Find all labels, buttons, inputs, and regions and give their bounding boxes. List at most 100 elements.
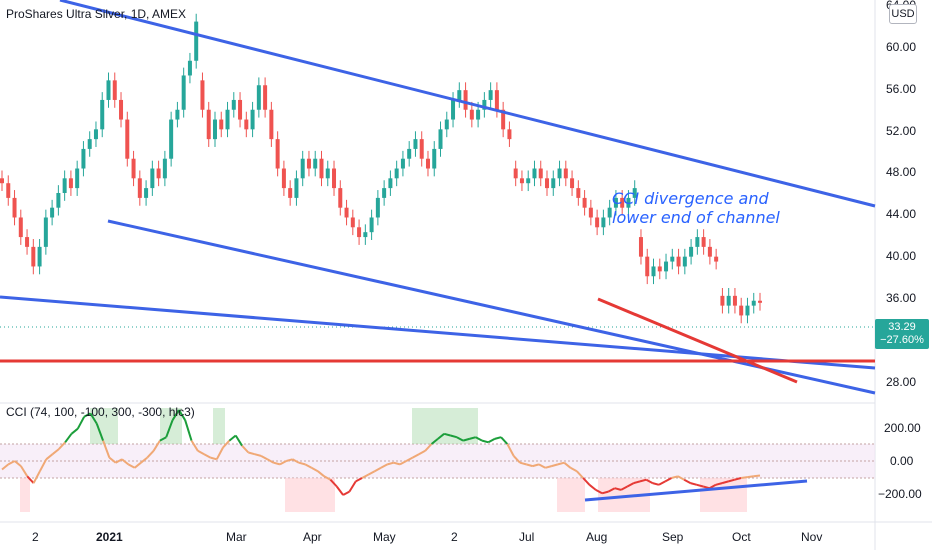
candle-body xyxy=(444,119,449,130)
candle-body xyxy=(206,109,211,140)
last-price-value: 33.29 xyxy=(888,321,916,333)
cci-segment xyxy=(696,483,704,488)
cci-overbought-zone xyxy=(213,408,225,444)
cci-axis: 200.00 0.00 −200.00 xyxy=(878,421,922,501)
candle-body xyxy=(156,168,161,179)
candle-body xyxy=(595,217,600,228)
cci-segment xyxy=(355,477,363,483)
cci-segment xyxy=(7,460,16,466)
candle-body xyxy=(175,109,180,120)
candle-body xyxy=(526,178,531,184)
candle-body xyxy=(689,246,694,257)
time-tick: Aug xyxy=(586,530,607,544)
time-tick: Mar xyxy=(226,530,247,544)
candle-body xyxy=(169,119,174,159)
cci-oversold-zone xyxy=(285,478,335,512)
cci-segment xyxy=(317,470,325,478)
cci-segment xyxy=(178,409,187,421)
lower-channel-line[interactable] xyxy=(107,219,876,395)
cci-segment xyxy=(45,453,54,461)
cci-segment xyxy=(159,436,167,442)
candle-body xyxy=(306,158,311,169)
cci-segment xyxy=(64,433,73,443)
candle-body xyxy=(162,158,167,179)
cci-segment xyxy=(387,461,394,466)
candle-body xyxy=(288,188,293,198)
candle-body xyxy=(557,168,562,179)
cci-segment xyxy=(266,458,275,464)
cci-segment xyxy=(405,456,414,462)
cci-segment xyxy=(102,440,111,458)
candle-body xyxy=(219,119,224,130)
candle-body xyxy=(707,246,712,257)
last-price-change: −27.60% xyxy=(880,334,924,346)
cci-segment xyxy=(254,453,262,457)
candle-body xyxy=(695,237,700,247)
candle-body xyxy=(720,295,725,306)
candle-body xyxy=(745,305,750,316)
cci-segment xyxy=(500,436,509,445)
time-tick: 2021 xyxy=(96,530,123,544)
cci-segment xyxy=(753,474,761,478)
cci-segment xyxy=(430,438,439,445)
cci-segment xyxy=(481,439,489,444)
cci-segment xyxy=(32,470,41,484)
cci-segment xyxy=(146,450,155,459)
cci-segment xyxy=(348,480,357,493)
cci-segment xyxy=(418,449,426,456)
cci-segment xyxy=(570,466,578,473)
candle-body xyxy=(150,168,155,189)
cci-segment xyxy=(89,412,98,425)
cci-segment xyxy=(14,460,22,467)
currency-button[interactable]: USD xyxy=(889,4,917,24)
candle-body xyxy=(482,99,487,110)
candle-body xyxy=(457,90,462,100)
time-tick: Nov xyxy=(801,530,822,544)
candle-body xyxy=(319,158,324,179)
cci-segment xyxy=(323,475,331,481)
candle-body xyxy=(488,90,493,100)
cci-segment xyxy=(374,466,382,473)
candle-body xyxy=(588,207,593,218)
cci-segment xyxy=(728,478,735,483)
cci-segment xyxy=(715,482,723,486)
candle-body xyxy=(137,178,142,198)
cci-segment xyxy=(342,490,350,496)
candle-body xyxy=(300,158,305,179)
trendlines xyxy=(0,0,876,502)
cci-higher-lows-line[interactable] xyxy=(584,479,808,502)
cci-segment xyxy=(456,436,464,442)
cci-segment xyxy=(39,458,48,472)
candle-body xyxy=(18,217,23,238)
cci-segment xyxy=(658,480,666,486)
price-lower-lows-line[interactable] xyxy=(597,297,798,384)
candle-body xyxy=(419,139,424,159)
cci-segment xyxy=(526,463,533,468)
candle-body xyxy=(545,178,550,189)
candle-body xyxy=(350,217,355,228)
candle-body xyxy=(187,60,192,76)
candle-body xyxy=(62,178,67,193)
candle-body xyxy=(664,261,669,272)
cci-segment xyxy=(614,487,622,491)
cci-segment xyxy=(469,436,477,440)
cci-segment xyxy=(652,482,660,486)
candle-body xyxy=(75,168,80,189)
long-support-line[interactable] xyxy=(0,295,876,370)
cci-segment xyxy=(83,412,91,418)
candle-body xyxy=(494,90,499,110)
candle-body xyxy=(181,75,186,110)
cci-segment xyxy=(424,443,433,452)
upper-channel-line[interactable] xyxy=(59,0,876,208)
candle-body xyxy=(476,109,481,120)
candle-body xyxy=(432,148,437,169)
candle-body xyxy=(513,168,518,179)
cci-oversold-zone xyxy=(557,478,585,512)
candle-body xyxy=(657,266,662,272)
candle-body xyxy=(682,256,687,267)
candle-body xyxy=(701,237,706,247)
cci-segment xyxy=(595,489,603,495)
price-tick: 48.00 xyxy=(886,165,916,179)
cci-segment xyxy=(298,461,306,466)
candle-body xyxy=(388,178,393,189)
